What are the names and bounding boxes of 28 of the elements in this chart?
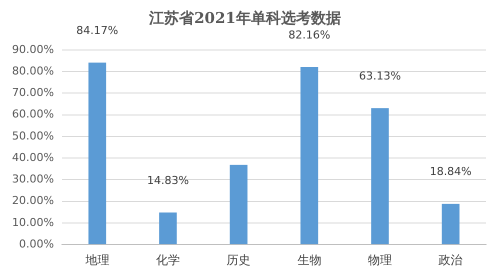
y-tick-label: 40.00%	[12, 150, 54, 164]
data-label: 14.83%	[146, 174, 189, 187]
x-tick-label: 化学	[156, 252, 180, 267]
bar	[88, 62, 106, 244]
bar	[300, 66, 318, 244]
bar	[159, 212, 177, 244]
bar	[371, 108, 389, 244]
x-tick-label: 生物	[297, 252, 322, 267]
data-label: 84.17%	[76, 24, 118, 37]
chart-title: 江苏省2021年单科选考数据	[148, 8, 341, 27]
y-tick-label: 50.00%	[12, 129, 54, 142]
y-tick-label: 80.00%	[12, 64, 54, 78]
x-tick-label: 地理	[84, 252, 110, 267]
bar	[230, 164, 248, 244]
y-tick-label: 10.00%	[12, 216, 54, 229]
y-tick-label: 0.00%	[18, 237, 54, 250]
y-tick-label: 90.00%	[12, 42, 54, 56]
x-tick-label: 历史	[226, 252, 251, 267]
y-tick-label: 20.00%	[12, 194, 54, 208]
y-tick-label: 60.00%	[12, 108, 54, 121]
x-tick-label: 政治	[438, 252, 463, 267]
x-tick-label: 物理	[368, 252, 392, 267]
y-tick-label: 70.00%	[12, 86, 54, 100]
data-label: 82.16%	[288, 28, 330, 42]
data-label: 18.84%	[430, 165, 472, 178]
bar	[442, 204, 460, 244]
y-tick-label: 30.00%	[12, 172, 54, 186]
data-label: 63.13%	[359, 69, 401, 82]
